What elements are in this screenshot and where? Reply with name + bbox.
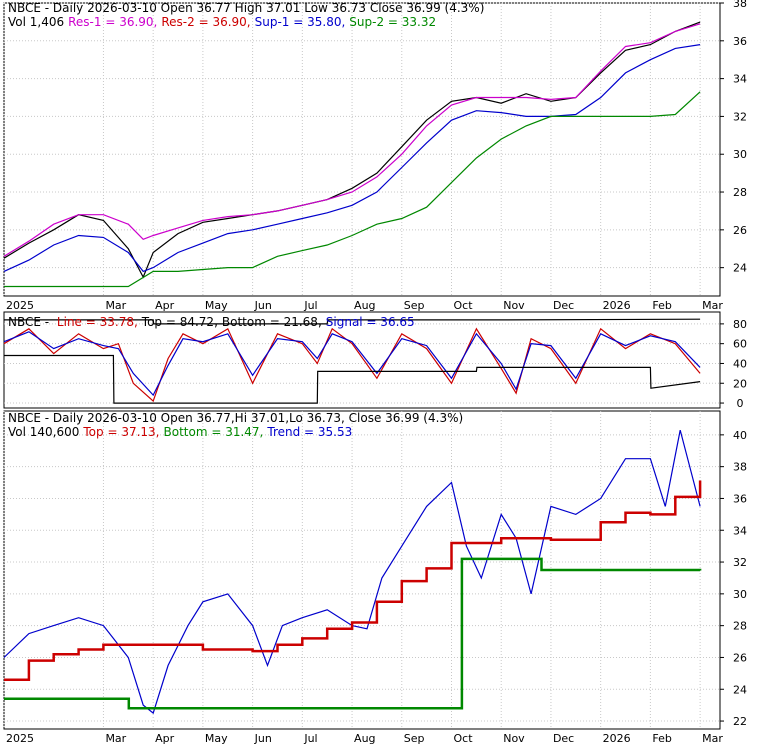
trend-xtick-label-6: Aug [354, 732, 375, 745]
price-ytick-label-5: 34 [733, 73, 747, 86]
osc-header-part-0: NBCE - [8, 315, 53, 329]
osc-ytick-label-4: 80 [733, 318, 747, 331]
price-header2-part-1: Res-1 = 36.90, [68, 15, 157, 29]
price-ytick-label-2: 28 [733, 186, 747, 199]
price-xtick-label-12: Feb [652, 299, 671, 312]
price-ytick-label-4: 32 [733, 110, 747, 123]
osc-header-part-2: Top = 84.72, [141, 315, 218, 329]
price-ytick-label-6: 36 [733, 35, 747, 48]
osc-ytick-label-0: 0 [737, 397, 744, 410]
trend-ytick-label-7: 36 [733, 492, 747, 505]
oscillator-header: NBCE - Line = 33.78, Top = 84.72, Bottom =… [8, 315, 415, 329]
price-xtick-label-7: Sep [404, 299, 425, 312]
price-xtick-label-4: Jun [254, 299, 272, 312]
price-xtick-label-6: Aug [354, 299, 375, 312]
trend-header: NBCE - Daily 2026-03-10 Open 36.77,Hi 37… [8, 411, 463, 425]
trend-ytick-label-1: 24 [733, 683, 747, 696]
trend-header-part-0: NBCE - Daily 2026-03-10 Open 36.77,Hi 37… [8, 411, 463, 425]
trend-xtick-label-10: Dec [553, 732, 574, 745]
osc-ytick-label-3: 60 [733, 338, 747, 351]
price-xtick-label-3: May [205, 299, 228, 312]
trend-panel: 22 24 26 28 30 32 34 36 38 40 2025 Mar Apr May Jun Jul… [3, 410, 747, 745]
oscillator-panel: 0 20 40 60 80 NBCE - Line = 33.78, Top = 84.7… [3, 311, 747, 410]
price-xtick-label-13: Mar [702, 299, 723, 312]
price-header2-part-0: Vol 1,406 [8, 15, 64, 29]
price-header-indicators: Vol 1,406 Res-1 = 36.90, Res-2 = 36.90, Sup… [8, 15, 436, 29]
trend-xtick-label-11: 2026 [603, 732, 631, 745]
trend-xtick-label-0: 2025 [6, 732, 34, 745]
trend-ytick-label-2: 26 [733, 651, 747, 664]
trend-ytick-label-6: 34 [733, 524, 747, 537]
osc-series-2 [4, 318, 701, 325]
price-header2-part-2: Res-2 = 36.90, [161, 15, 250, 29]
trend-xtick-label-12: Feb [652, 732, 671, 745]
osc-ytick-label-1: 20 [733, 377, 747, 390]
price-ytick-label-7: 38 [733, 0, 747, 10]
price-header2-part-3: Sup-1 = 35.80, [255, 15, 346, 29]
trend-xtick-label-5: Jul [303, 732, 317, 745]
trend-header-indicators: Vol 140,600 Top = 37.13, Bottom = 31.47, Tr… [8, 425, 352, 439]
price-xtick-label-0: 2025 [6, 299, 34, 312]
price-panel: 24 26 28 30 32 34 36 38 2025 Mar Apr May Jun Jul Aug S… [3, 0, 747, 312]
trend-header2-part-1: Top = 37.13, [82, 425, 159, 439]
trend-series-2 [4, 557, 702, 710]
trend-ytick-label-5: 32 [733, 556, 747, 569]
trend-header2-part-0: Vol 140,600 [8, 425, 79, 439]
trend-ytick-label-0: 22 [733, 715, 747, 728]
price-ytick-label-3: 30 [733, 148, 747, 161]
trend-xtick-label-2: Apr [155, 732, 175, 745]
price-series-2 [3, 44, 701, 273]
osc-ytick-label-2: 40 [733, 357, 747, 370]
trend-xtick-label-3: May [205, 732, 228, 745]
trend-series-0 [3, 429, 701, 715]
price-ytick-label-0: 24 [733, 262, 747, 275]
trend-xtick-label-13: Mar [702, 732, 723, 745]
trend-ytick-label-8: 38 [733, 461, 747, 474]
trend-ytick-label-9: 40 [733, 429, 747, 442]
trend-xtick-label-4: Jun [254, 732, 272, 745]
price-ytick-label-1: 26 [733, 224, 747, 237]
trend-xtick-label-8: Oct [454, 732, 474, 745]
price-xtick-label-5: Jul [303, 299, 317, 312]
price-xtick-label-8: Oct [454, 299, 474, 312]
price-xtick-label-10: Dec [553, 299, 574, 312]
trend-xtick-label-1: Mar [105, 732, 126, 745]
trend-xtick-label-9: Nov [503, 732, 525, 745]
price-header2-part-4: Sup-2 = 33.32 [349, 15, 436, 29]
price-xtick-label-2: Apr [155, 299, 175, 312]
trend-ytick-label-4: 30 [733, 588, 747, 601]
price-header-part-0: NBCE - Daily 2026-03-10 Open 36.77 High … [8, 1, 484, 15]
osc-header-part-1: Line = 33.78, [57, 315, 138, 329]
osc-header-part-3: Bottom = 21.68, [222, 315, 322, 329]
price-xtick-label-1: Mar [105, 299, 126, 312]
price-header: NBCE - Daily 2026-03-10 Open 36.77 High … [8, 1, 484, 15]
price-series-1 [3, 23, 701, 257]
trend-xtick-label-7: Sep [404, 732, 425, 745]
trend-series-1 [4, 480, 702, 681]
price-xtick-label-11: 2026 [603, 299, 631, 312]
trend-ytick-label-3: 28 [733, 620, 747, 633]
price-xtick-label-9: Nov [503, 299, 525, 312]
price-series-3 [4, 91, 701, 288]
osc-series-3 [4, 354, 701, 404]
osc-header-part-4: Signal = 36.65 [326, 315, 415, 329]
trend-header2-part-2: Bottom = 31.47, [164, 425, 264, 439]
trend-header2-part-3: Trend = 35.53 [266, 425, 352, 439]
oscillator-panel-frame [3, 311, 721, 409]
